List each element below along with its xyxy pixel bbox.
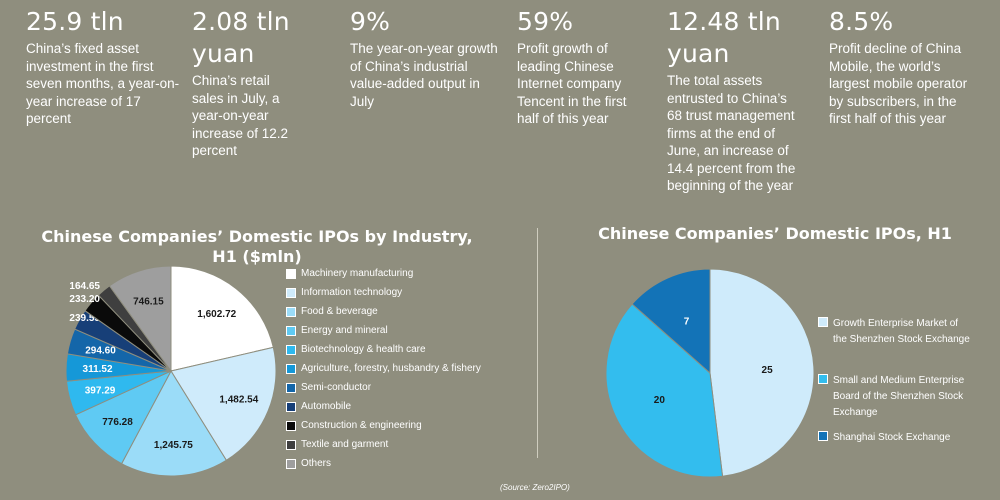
stat-retail-sales: 2.08 tln yuan China’s retail sales in Ju… <box>192 6 304 160</box>
legend-label: Small and Medium Enterprise Board of the… <box>833 375 965 418</box>
legend-label: Agriculture, forestry, husbandry & fishe… <box>301 363 481 374</box>
stat-description: China’s retail sales in July, a year-on-… <box>192 73 289 158</box>
stats-row: 25.9 tln China’s fixed asset investment … <box>0 0 1000 215</box>
pie-data-label: 233.20 <box>69 294 100 305</box>
stat-description: Profit growth of leading Chinese Interne… <box>517 41 627 126</box>
pie-slice-shanghai-stock-exchange <box>631 268 711 375</box>
legend-label: Energy and mineral <box>301 325 388 336</box>
pie-0: 1,602.72 1,482.54 1,245.75 776.28 397.29 311.… <box>65 265 277 477</box>
stat-trust-assets: 12.48 tln yuan The total assets entruste… <box>667 6 803 195</box>
legend-swatch <box>818 317 828 327</box>
pie-data-label: 20 <box>654 395 666 406</box>
pie-data-label: 776.28 <box>102 417 133 428</box>
pie-data-label: 397.29 <box>85 386 116 397</box>
pie-data-label: 1,602.72 <box>197 309 236 320</box>
legend-swatch <box>818 431 828 441</box>
stat-value: 59% <box>517 7 574 36</box>
legend-label: Textile and garment <box>301 439 389 450</box>
legend-swatch <box>286 459 296 469</box>
pie-slice-machinery-manufacturing <box>170 265 274 372</box>
pie-1: 25 20 7 <box>605 268 815 478</box>
chart-divider <box>537 228 538 458</box>
chart-title-industry: Chinese Companies’ Domestic IPOs by Indu… <box>41 227 473 266</box>
pie-data-label: 311.52 <box>83 364 113 375</box>
pie-slice-others <box>108 265 172 373</box>
legend-swatch <box>818 374 828 384</box>
legend-label: Automobile <box>301 401 352 412</box>
legend-swatch <box>286 402 296 412</box>
legend-label: Others <box>301 458 332 469</box>
legend-label: Semi-conductor <box>301 382 372 393</box>
stat-industrial-output: 9% The year-on-year growth of China’s in… <box>350 6 498 110</box>
legend-label: Information technology <box>301 287 403 298</box>
pie-data-label: 7 <box>684 316 690 327</box>
pie-slice-energy-and-mineral <box>74 369 173 465</box>
stat-description: The total assets entrusted to China’s 68… <box>667 73 796 193</box>
legend-label: Construction & engineering <box>301 420 422 431</box>
pie-slice-information-technology <box>170 346 277 461</box>
legend-label: Machinery manufacturing <box>301 268 414 279</box>
legend-industry: Machinery manufacturing Information techn… <box>286 268 486 478</box>
stat-value: 25.9 tln <box>26 7 124 36</box>
legend-swatch <box>286 326 296 336</box>
legend-swatch <box>286 345 296 355</box>
legend-label: Growth Enterprise Market of the Shenzhen… <box>833 318 970 345</box>
pie-slice-growth-enterprise-market-of-the-shenzhen-stock-exchange <box>709 268 815 477</box>
stat-description: China’s fixed asset investment in the fi… <box>26 41 180 126</box>
source-note: (Source: Zero2IPO) <box>500 483 570 492</box>
pie-slice-small-and-medium-enterprise-board-of-the-shenzhen-stock-exchange <box>605 303 724 478</box>
legend-swatch <box>286 307 296 317</box>
pie-data-label: 164.65 <box>69 281 100 292</box>
stat-value: 8.5% <box>829 7 894 36</box>
stat-china-mobile-profit: 8.5% Profit decline of China Mobile, the… <box>829 6 971 128</box>
legend-swatch <box>286 269 296 279</box>
legend-swatch <box>286 364 296 374</box>
legend-label: Biotechnology & health care <box>301 344 426 355</box>
pie-data-label: 294.60 <box>85 346 116 357</box>
stat-description: The year-on-year growth of China’s indus… <box>350 41 498 109</box>
pie-data-label: 1,482.54 <box>219 395 258 406</box>
stat-fixed-asset-investment: 25.9 tln China’s fixed asset investment … <box>26 6 186 128</box>
stat-value: 2.08 tln yuan <box>192 7 290 68</box>
legend-exchange: Growth Enterprise Market of the Shenzhen… <box>818 316 993 446</box>
stat-value: 9% <box>350 7 391 36</box>
stat-description: Profit decline of China Mobile, the worl… <box>829 41 968 126</box>
stat-value: 12.48 tln yuan <box>667 7 781 68</box>
chart-title-exchange: Chinese Companies’ Domestic IPOs, H1 <box>598 224 952 243</box>
legend-swatch <box>286 288 296 298</box>
legend-swatch <box>286 421 296 431</box>
pie-data-label: 25 <box>762 365 774 376</box>
legend-label: Food & beverage <box>301 306 378 317</box>
stat-tencent-profit: 59% Profit growth of leading Chinese Int… <box>517 6 647 128</box>
pie-data-label: 239.55 <box>69 313 100 324</box>
legend-swatch <box>286 383 296 393</box>
legend-swatch <box>286 440 296 450</box>
pie-slice-food-beverage <box>120 369 228 477</box>
legend-label: Shanghai Stock Exchange <box>833 432 951 443</box>
pie-data-label: 1,245.75 <box>154 440 193 451</box>
pie-data-label: 746.15 <box>133 297 164 308</box>
